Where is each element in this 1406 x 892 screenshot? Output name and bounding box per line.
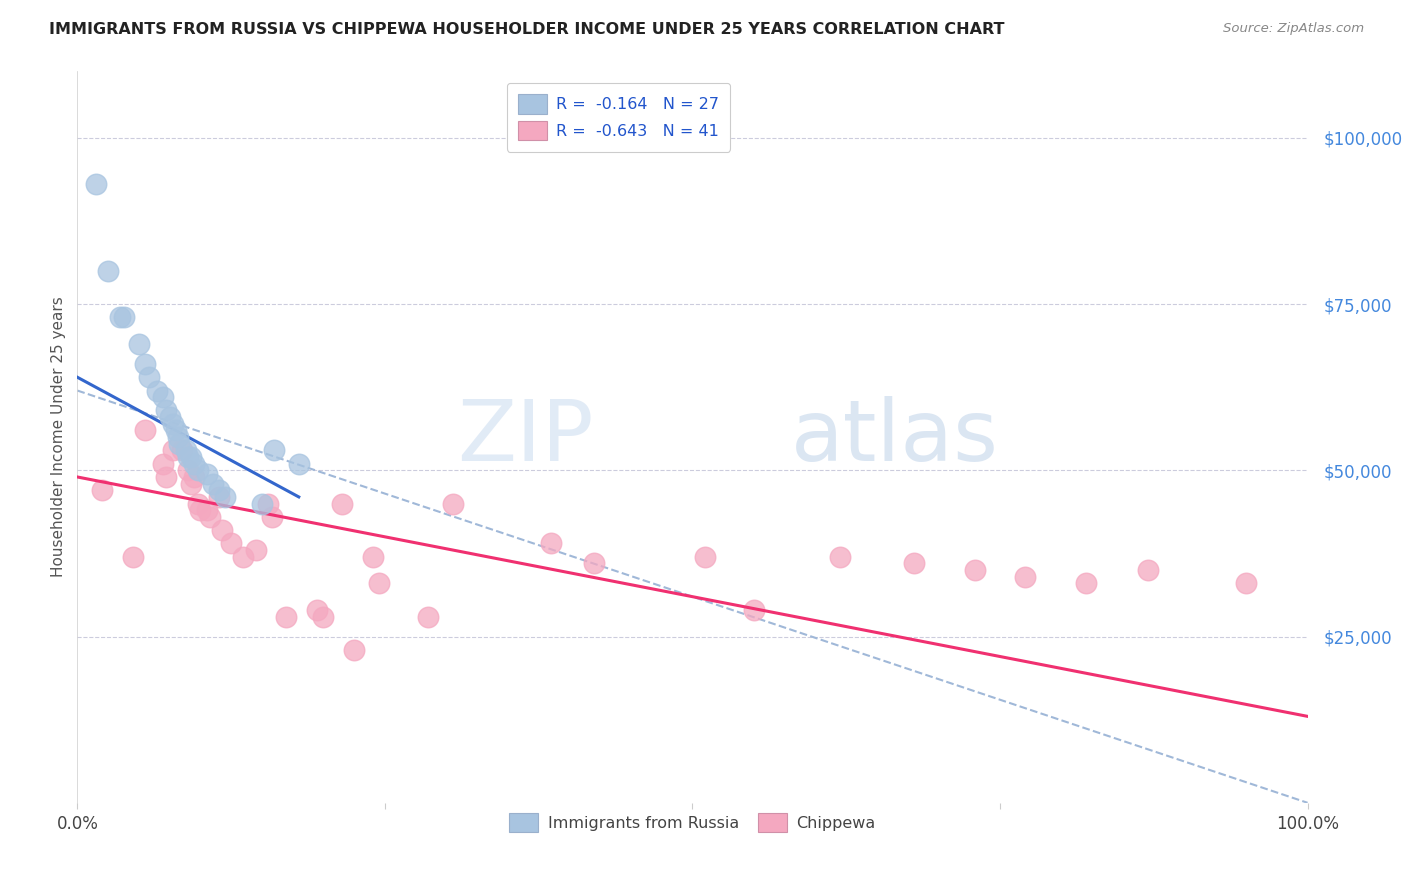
- Point: [201, 476, 224, 491]
- Point: [134, 424, 156, 438]
- Point: [208, 490, 231, 504]
- Text: atlas: atlas: [792, 395, 998, 479]
- Point: [188, 503, 212, 517]
- Point: [260, 509, 283, 524]
- Text: IMMIGRANTS FROM RUSSIA VS CHIPPEWA HOUSEHOLDER INCOME UNDER 25 YEARS CORRELATION: IMMIGRANTS FROM RUSSIA VS CHIPPEWA HOUSE…: [49, 22, 1005, 37]
- Legend: Immigrants from Russia, Chippewa: Immigrants from Russia, Chippewa: [503, 806, 882, 838]
- Point: [1136, 563, 1159, 577]
- Point: [257, 497, 280, 511]
- Point: [830, 549, 852, 564]
- Point: [90, 483, 114, 498]
- Point: [307, 603, 329, 617]
- Point: [742, 603, 765, 617]
- Point: [110, 310, 132, 325]
- Point: [187, 463, 209, 477]
- Point: [84, 178, 107, 192]
- Point: [97, 264, 120, 278]
- Text: ZIP: ZIP: [457, 395, 595, 479]
- Point: [263, 443, 285, 458]
- Point: [1234, 576, 1257, 591]
- Point: [121, 549, 143, 564]
- Point: [693, 549, 716, 564]
- Point: [361, 549, 384, 564]
- Point: [155, 403, 177, 417]
- Point: [343, 643, 366, 657]
- Point: [162, 417, 184, 431]
- Point: [165, 424, 187, 438]
- Point: [583, 557, 606, 571]
- Point: [219, 536, 242, 550]
- Y-axis label: Householder Income Under 25 years: Householder Income Under 25 years: [51, 297, 66, 577]
- Point: [200, 509, 222, 524]
- Point: [170, 443, 193, 458]
- Point: [174, 443, 197, 458]
- Point: [128, 337, 150, 351]
- Point: [146, 384, 169, 398]
- Point: [187, 497, 209, 511]
- Point: [183, 470, 205, 484]
- Point: [312, 609, 335, 624]
- Point: [208, 483, 231, 498]
- Point: [138, 370, 160, 384]
- Point: [441, 497, 464, 511]
- Point: [330, 497, 353, 511]
- Text: Source: ZipAtlas.com: Source: ZipAtlas.com: [1223, 22, 1364, 36]
- Point: [214, 490, 236, 504]
- Point: [232, 549, 254, 564]
- Point: [288, 457, 311, 471]
- Point: [276, 609, 298, 624]
- Point: [169, 436, 191, 450]
- Point: [112, 310, 135, 325]
- Point: [250, 497, 273, 511]
- Point: [177, 463, 200, 477]
- Point: [965, 563, 987, 577]
- Point: [211, 523, 233, 537]
- Point: [159, 410, 181, 425]
- Point: [195, 503, 218, 517]
- Point: [416, 609, 439, 624]
- Point: [167, 430, 190, 444]
- Point: [180, 476, 202, 491]
- Point: [177, 450, 200, 464]
- Point: [155, 470, 177, 484]
- Point: [152, 457, 174, 471]
- Point: [367, 576, 389, 591]
- Point: [183, 457, 205, 471]
- Point: [903, 557, 925, 571]
- Point: [195, 467, 218, 481]
- Point: [1014, 570, 1036, 584]
- Point: [162, 443, 184, 458]
- Point: [1076, 576, 1098, 591]
- Point: [245, 543, 267, 558]
- Point: [540, 536, 562, 550]
- Point: [152, 390, 174, 404]
- Point: [134, 357, 156, 371]
- Point: [180, 450, 202, 464]
